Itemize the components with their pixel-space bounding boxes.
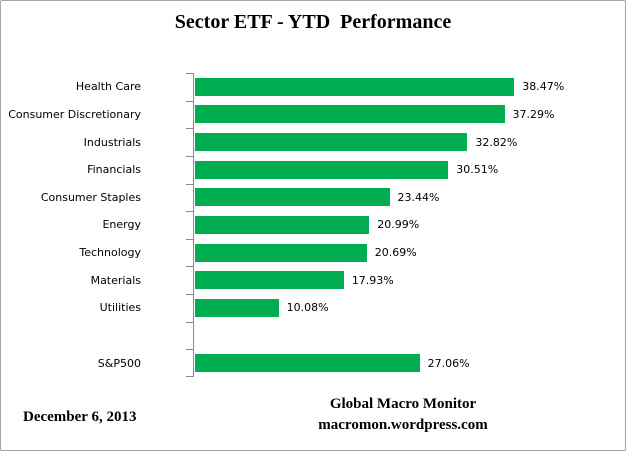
bar [195, 271, 344, 290]
bar [195, 354, 420, 373]
chart-row [1, 322, 625, 350]
bar [195, 105, 505, 124]
axis-tick [186, 266, 194, 268]
value-label: 38.47% [522, 80, 565, 94]
axis-tick [186, 155, 194, 157]
chart-row: Energy 20.99% [1, 211, 625, 239]
axis-tick [186, 376, 194, 377]
bar [195, 188, 390, 207]
axis-tick [186, 73, 194, 74]
credit-source-url: macromon.wordpress.com [318, 417, 488, 433]
bar [195, 77, 515, 96]
value-label: 37.29% [512, 107, 555, 121]
value-label: 30.51% [456, 163, 499, 177]
y-axis-line [193, 73, 194, 377]
bar [195, 243, 367, 262]
category-label: Materials [90, 273, 141, 287]
chart-row: S&P500 27.06% [1, 349, 625, 377]
chart-row: Industrials 32.82% [1, 128, 625, 156]
category-label: S&P500 [97, 356, 141, 370]
value-label: 20.99% [377, 218, 420, 232]
value-label: 27.06% [427, 356, 470, 370]
plot-area: Health Care 38.47% Consumer Discretionary 3… [1, 73, 625, 377]
category-label: Consumer Staples [40, 190, 141, 204]
value-label: 20.69% [374, 246, 417, 260]
chart-row: Health Care 38.47% [1, 73, 625, 101]
category-label: Consumer Discretionary [8, 107, 141, 121]
chart-row: Utilities 10.08% [1, 294, 625, 322]
value-label: 32.82% [475, 135, 518, 149]
axis-tick [186, 211, 194, 213]
chart-row: Materials 17.93% [1, 266, 625, 294]
footer-date: December 6, 2013 [23, 409, 137, 425]
axis-tick [186, 100, 194, 102]
axis-tick [186, 128, 194, 130]
value-label: 10.08% [286, 301, 329, 315]
category-label: Utilities [99, 301, 141, 315]
axis-tick [186, 238, 194, 240]
value-label: 17.93% [351, 273, 394, 287]
credit-source-name: Global Macro Monitor [329, 396, 477, 412]
axis-tick [186, 349, 194, 351]
bar [195, 215, 370, 234]
chart-row: Financials 30.51% [1, 156, 625, 184]
chart-row: Technology 20.69% [1, 239, 625, 267]
category-label: Energy [102, 218, 141, 232]
bar [195, 298, 279, 317]
bar [195, 160, 449, 179]
axis-tick [186, 183, 194, 185]
category-label: Technology [79, 246, 141, 260]
category-label: Financials [87, 163, 141, 177]
chart-row: Consumer Staples 23.44% [1, 184, 625, 212]
bar [195, 133, 468, 152]
category-label: Industrials [83, 135, 141, 149]
axis-tick [186, 294, 194, 296]
value-label: 23.44% [397, 190, 440, 204]
category-label: Health Care [75, 80, 141, 94]
chart-row: Consumer Discretionary 37.29% [1, 101, 625, 129]
chart-title: Sector ETF - YTD Performance [174, 11, 452, 33]
footer-credit: Global Macro Monitor macromon.wordpress.… [303, 394, 503, 436]
axis-tick [186, 321, 194, 323]
